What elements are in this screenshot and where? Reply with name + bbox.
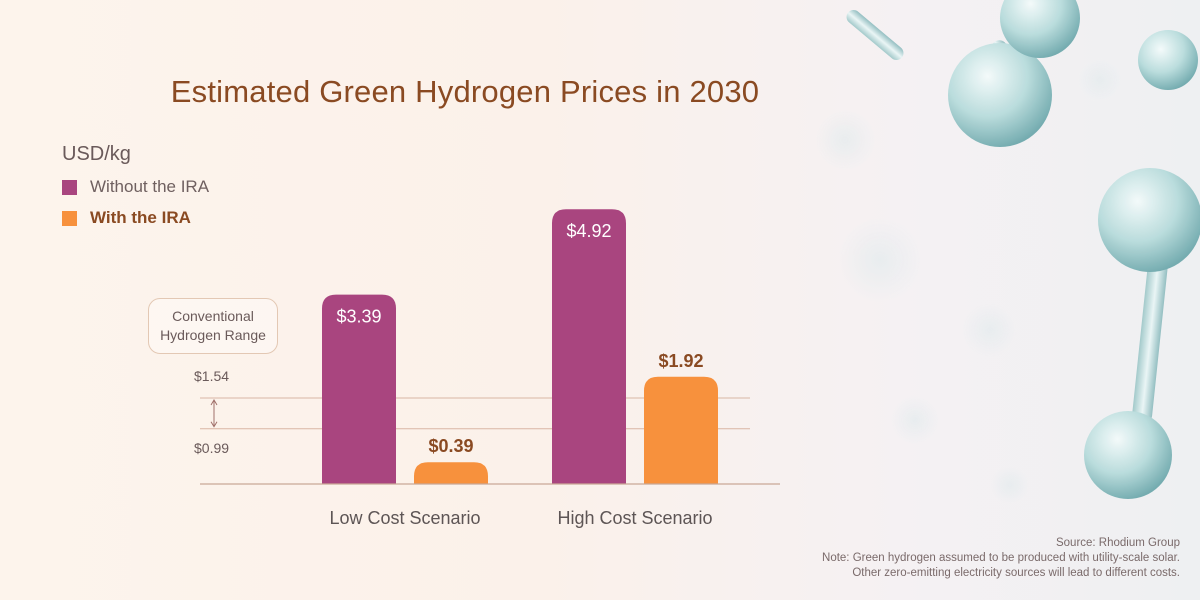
molecule-bond [846, 10, 904, 60]
molecule-sphere [1098, 168, 1200, 272]
bar-without-ira [552, 209, 626, 484]
blurred-sphere [891, 396, 939, 444]
blurred-sphere [962, 302, 1018, 358]
legend-swatch-with-ira [62, 210, 77, 226]
bar-value-label-with-ira: $1.92 [658, 351, 703, 371]
bar-with-ira [414, 462, 488, 484]
conventional-range-high-label: $1.54 [194, 368, 230, 384]
category-label: Low Cost Scenario [329, 508, 480, 528]
bar-without-ira [322, 294, 396, 484]
legend-label-without-ira: Without the IRA [90, 177, 210, 196]
range-arrow-head-down [210, 421, 218, 428]
molecule-decoration [815, 0, 1200, 505]
bar-with-ira [644, 376, 718, 484]
source-footnote: Source: Rhodium Group Note: Green hydrog… [822, 536, 1180, 581]
bar-value-label-with-ira: $0.39 [428, 436, 473, 456]
molecule-sphere [1138, 30, 1198, 90]
blurred-sphere [1078, 58, 1122, 102]
bar-value-label-without-ira: $3.39 [336, 307, 381, 327]
blurred-sphere [838, 218, 922, 302]
source-text: Source: Rhodium Group [1055, 537, 1180, 549]
blurred-sphere [990, 465, 1030, 505]
category-label: High Cost Scenario [557, 508, 712, 528]
y-axis-unit-label: USD/kg [62, 143, 131, 165]
molecule-sphere [1084, 411, 1172, 499]
note-text-line-2: Other zero-emitting electricity sources … [852, 567, 1180, 579]
range-arrow-head-up [210, 399, 218, 406]
molecule-sphere [1000, 0, 1080, 58]
legend-swatch-without-ira [62, 179, 77, 195]
chart-title: Estimated Green Hydrogen Prices in 2030 [170, 74, 760, 109]
molecule-sphere [948, 43, 1052, 147]
conventional-range-low-label: $0.99 [194, 440, 230, 456]
conventional-range-callout: Conventional Hydrogen Range [148, 298, 278, 354]
molecule-bond [1132, 255, 1168, 425]
legend-item-without-ira: Without the IRA [62, 177, 209, 197]
legend-label-with-ira: With the IRA [90, 208, 191, 227]
bar-value-label-without-ira: $4.92 [566, 221, 611, 241]
note-text-line-1: Note: Green hydrogen assumed to be produ… [822, 552, 1180, 564]
legend-item-with-ira: With the IRA [62, 208, 191, 228]
blurred-sphere [815, 110, 875, 170]
